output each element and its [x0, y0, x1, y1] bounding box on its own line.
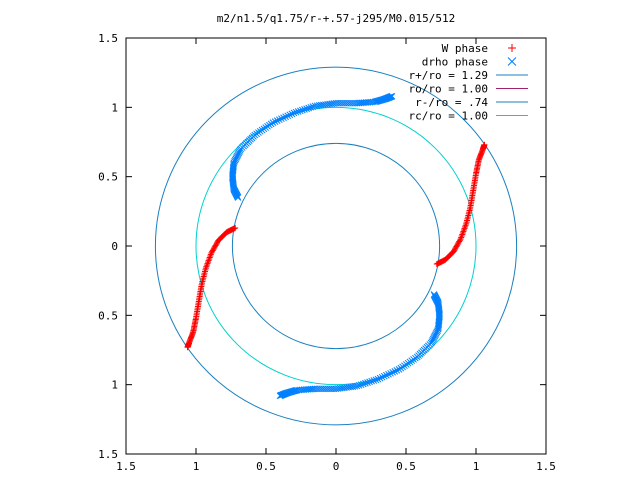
point-drho-phase [280, 114, 287, 122]
point-drho-phase [374, 375, 382, 383]
point-drho-phase [230, 162, 237, 169]
x-tick-label: 1 [193, 460, 200, 473]
point-drho-phase [355, 382, 363, 389]
y-tick-label: 0.5 [98, 309, 118, 322]
data-marks [184, 92, 488, 400]
y-tick-label: 1.5 [98, 448, 118, 461]
point-drho-phase [275, 116, 283, 124]
point-w-phase [184, 344, 191, 351]
point-drho-phase [357, 381, 365, 389]
point-drho-phase [271, 118, 279, 125]
point-drho-phase [387, 369, 394, 377]
point-drho-phase [294, 108, 302, 115]
point-drho-phase [380, 372, 388, 380]
point-drho-phase [435, 323, 442, 330]
point-drho-phase [307, 103, 315, 111]
y-tick-label: 1 [111, 379, 118, 392]
point-drho-phase [299, 106, 306, 114]
legend-item: r-/ro = .74 [415, 96, 528, 109]
point-drho-phase [389, 368, 397, 376]
x-tick-label: 0 [333, 460, 340, 473]
legend-item: r+/ro = 1.29 [409, 69, 528, 82]
legend-item: drho phase [422, 56, 517, 69]
point-drho-phase [362, 379, 369, 387]
legend-item: rc/ro = 1.00 [409, 110, 528, 123]
x-tick-label: 0.5 [396, 460, 416, 473]
point-drho-phase [372, 376, 380, 384]
point-drho-phase [303, 105, 310, 113]
point-drho-phase [296, 107, 304, 115]
point-drho-phase [292, 108, 300, 116]
y-tick-label: 0 [111, 240, 118, 253]
point-drho-phase [388, 92, 396, 100]
y-tick-label: 1 [111, 101, 118, 114]
point-drho-phase [288, 110, 296, 118]
legend-label: W phase [442, 42, 488, 55]
point-drho-phase [370, 377, 378, 384]
point-drho-phase [269, 119, 277, 126]
legend-label: r+/ro = 1.29 [409, 69, 488, 82]
point-drho-phase [393, 367, 401, 374]
x-tick-label: 1.5 [116, 460, 136, 473]
point-drho-phase [376, 374, 384, 382]
point-drho-phase [305, 104, 313, 112]
y-tick-label: 1.5 [98, 32, 118, 45]
point-drho-phase [368, 377, 376, 385]
circle-r-ro [154, 66, 518, 426]
series-drho-phase [229, 92, 443, 400]
point-drho-phase [378, 373, 386, 381]
legend-marker-sample [508, 44, 516, 52]
point-drho-phase [282, 113, 289, 121]
point-drho-phase [366, 378, 373, 386]
circle-rc-ro [195, 106, 477, 386]
point-drho-phase [273, 117, 281, 124]
legend-label: rc/ro = 1.00 [409, 110, 488, 123]
point-w-phase [481, 141, 488, 148]
circle-r-ro [231, 142, 441, 350]
point-drho-phase [278, 115, 285, 123]
x-tick-label: 0.5 [256, 460, 276, 473]
point-w-phase [209, 248, 216, 255]
point-drho-phase [395, 366, 403, 373]
point-drho-phase [309, 103, 317, 110]
point-drho-phase [383, 371, 390, 379]
point-drho-phase [290, 109, 298, 117]
axis-ticks: 1.5 1 0.5 0 0.5 1 1.51.510.500.511.5 [98, 32, 556, 473]
legend-label: drho phase [422, 56, 488, 69]
chart-title: m2/n1.5/q1.75/r-+.57-j295/M0.015/512 [217, 12, 455, 25]
point-drho-phase [391, 368, 399, 375]
legend-marker-sample [507, 57, 517, 66]
x-tick-label: 1.5 [536, 460, 556, 473]
legend-item: ro/ro = 1.00 [409, 83, 528, 96]
x-tick-label: 1 [473, 460, 480, 473]
point-drho-phase [284, 112, 292, 120]
point-drho-phase [286, 111, 294, 119]
legend-item: W phase [442, 42, 516, 55]
legend-label: ro/ro = 1.00 [409, 83, 488, 96]
point-drho-phase [276, 392, 284, 400]
reference-circles [154, 66, 518, 426]
point-drho-phase [359, 380, 367, 388]
point-drho-phase [385, 370, 392, 378]
point-w-phase [456, 237, 463, 244]
series-w-phase [184, 141, 488, 351]
y-tick-label: 0.5 [98, 171, 118, 184]
legend-label: r-/ro = .74 [415, 96, 488, 109]
point-drho-phase [301, 106, 308, 113]
point-drho-phase [364, 379, 371, 386]
